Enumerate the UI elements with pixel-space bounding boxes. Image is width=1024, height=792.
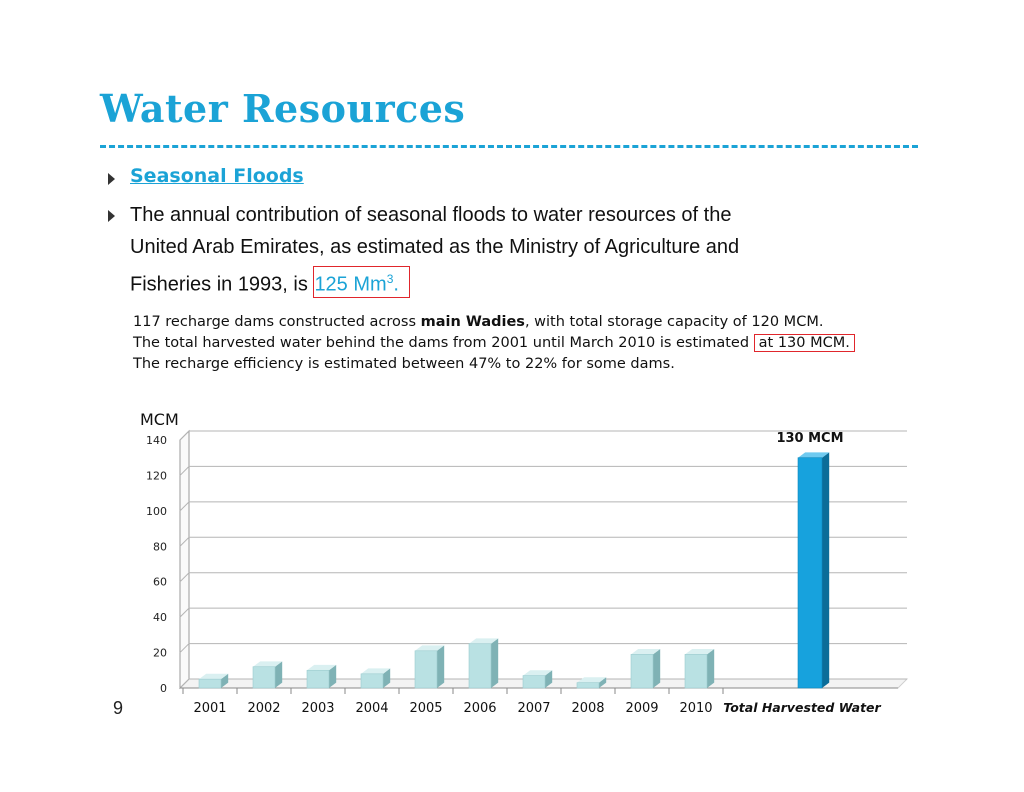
x-tick-label: Total Harvested Water xyxy=(723,700,881,715)
x-tick-label: 2002 xyxy=(247,701,280,716)
notes-line-1-post: , with total storage capacity of 120 MCM… xyxy=(524,314,824,330)
page-number: 9 xyxy=(113,698,124,718)
bar-2009 xyxy=(630,648,661,689)
y-tick-label: 80 xyxy=(153,540,167,553)
paragraph-line-3-prefix: Fisheries in 1993, is xyxy=(130,273,308,296)
gridline xyxy=(179,678,907,689)
y-tick-label: 120 xyxy=(146,469,167,482)
gridline xyxy=(179,430,907,441)
x-tick-label: 2004 xyxy=(355,701,388,716)
chart-left-wall xyxy=(179,429,190,690)
bar-2002 xyxy=(252,661,283,689)
bar-total-harvested-water xyxy=(797,452,830,689)
gridline xyxy=(179,465,907,476)
dam-notes: 117 recharge dams constructed across mai… xyxy=(133,312,855,375)
gridline xyxy=(179,643,907,653)
y-tick-label: 140 xyxy=(146,434,167,447)
bullet-arrow-icon xyxy=(108,173,115,185)
bar-2010 xyxy=(684,648,715,689)
x-tick-label: 2003 xyxy=(301,701,334,716)
gridline xyxy=(179,607,907,618)
bar-2001 xyxy=(198,673,229,689)
x-tick-label: 2007 xyxy=(517,701,550,716)
notes-line-2: The total harvested water behind the dam… xyxy=(133,333,855,354)
subheading-seasonal-floods: Seasonal Floods xyxy=(130,165,304,187)
bar-2005 xyxy=(414,645,445,689)
y-tick-label: 100 xyxy=(146,505,167,518)
bar-2003 xyxy=(306,664,337,689)
paragraph-line-1: The annual contribution of seasonal floo… xyxy=(130,204,732,226)
x-tick-label: 2005 xyxy=(409,701,442,716)
title-divider xyxy=(100,145,918,148)
y-tick-label: 20 xyxy=(153,647,167,660)
y-axis-title: MCM xyxy=(140,410,179,429)
y-tick-label: 40 xyxy=(153,611,167,624)
bar-2008 xyxy=(576,677,607,689)
gridline xyxy=(179,501,907,512)
highlight-value-box: 125 Mm3. xyxy=(313,266,410,298)
bar-2004 xyxy=(360,668,391,689)
gridline xyxy=(179,572,907,583)
bar-2006 xyxy=(468,638,499,689)
notes-line-1-bold: main Wadies xyxy=(420,314,525,330)
gridline xyxy=(179,536,907,547)
paragraph-line-2: United Arab Emirates, as estimated as th… xyxy=(130,236,740,258)
highlight-superscript: 3 xyxy=(386,272,394,286)
y-tick-label: 0 xyxy=(160,682,167,695)
y-tick-label: 60 xyxy=(153,576,167,589)
x-tick-label: 2001 xyxy=(193,701,226,716)
bar-2007 xyxy=(522,670,553,689)
data-label: 130 MCM xyxy=(776,431,843,446)
x-tick-label: 2009 xyxy=(625,701,658,716)
notes-line-3: The recharge efficiency is estimated bet… xyxy=(133,356,675,372)
notes-line-2-pre: The total harvested water behind the dam… xyxy=(133,335,750,351)
paragraph-line-3: Fisheries in 1993, is 125 Mm3. xyxy=(130,266,410,298)
x-tick-label: 2008 xyxy=(571,701,604,716)
slide-title: Water Resources xyxy=(100,86,466,131)
notes-line-2-box: at 130 MCM. xyxy=(753,334,855,352)
x-tick-label: 2010 xyxy=(679,701,712,716)
notes-line-1: 117 recharge dams constructed across mai… xyxy=(133,312,855,333)
highlight-suffix: . xyxy=(393,273,399,296)
bullet-arrow-icon xyxy=(108,210,115,222)
notes-line-1-pre: 117 recharge dams constructed across xyxy=(133,314,417,330)
x-tick-label: 2006 xyxy=(463,701,496,716)
highlight-value: 125 Mm xyxy=(314,273,387,296)
